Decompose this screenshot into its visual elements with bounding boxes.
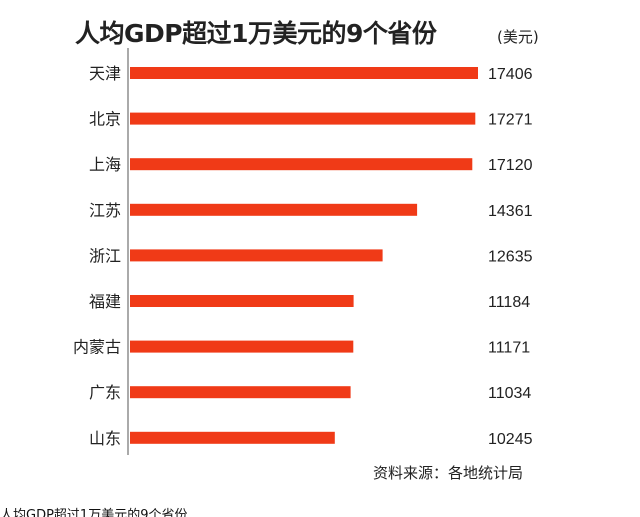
category-label: 山东 xyxy=(89,429,121,448)
unit-label: (美元) xyxy=(497,28,539,46)
bar xyxy=(130,386,351,399)
bar xyxy=(130,295,354,307)
value-label: 17406 xyxy=(488,66,533,83)
value-label: 10245 xyxy=(488,431,533,448)
cropped-caption: 人均GDP超过1万美元的9个省份 xyxy=(0,508,188,517)
value-label: 11171 xyxy=(488,340,530,357)
bar xyxy=(130,158,473,171)
value-label: 11034 xyxy=(488,385,531,402)
bar xyxy=(130,67,478,79)
category-label: 天津 xyxy=(89,64,121,83)
bar xyxy=(130,249,383,262)
value-label: 11184 xyxy=(488,294,530,311)
value-label: 12635 xyxy=(488,248,533,265)
category-label: 上海 xyxy=(89,155,121,174)
bar xyxy=(130,431,335,444)
value-label: 17271 xyxy=(488,112,533,129)
category-label: 浙江 xyxy=(89,246,121,265)
value-label: 14361 xyxy=(488,203,533,220)
chart-title: 人均GDP超过1万美元的9个省份 xyxy=(75,19,437,48)
category-label: 北京 xyxy=(89,110,121,129)
category-label: 广东 xyxy=(89,383,121,402)
category-label: 福建 xyxy=(89,292,121,311)
category-label: 内蒙古 xyxy=(73,338,121,357)
bar xyxy=(130,203,418,216)
category-label: 江苏 xyxy=(89,201,121,220)
bar xyxy=(130,340,354,353)
source-note: 资料来源：各地统计局 xyxy=(373,464,524,482)
bar xyxy=(130,112,476,125)
value-label: 17120 xyxy=(488,157,533,174)
